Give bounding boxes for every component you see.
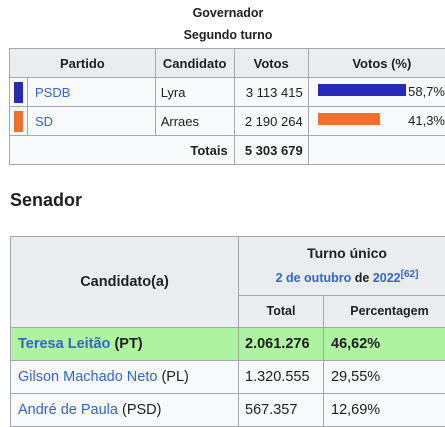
- governor-row: PSDB Lyra 3 113 415 58,7%: [9, 77, 445, 107]
- senate-row: André de Paula (PSD) 567.357 12,69%: [10, 393, 445, 427]
- vote-share-column-header: Votos (%): [307, 48, 445, 78]
- reference-link[interactable]: [62]: [400, 269, 419, 281]
- candidate-name-cell: André de Paula (PSD): [10, 393, 239, 427]
- party-link[interactable]: SD: [35, 113, 54, 129]
- party-color-cell: [9, 106, 28, 136]
- candidate-party: (PT): [110, 336, 143, 352]
- party-color-swatch: [14, 110, 23, 132]
- round-date: 2 de outubro de 2022[62]: [239, 264, 445, 289]
- senate-results-table: Candidato(a) Turno único 2 de outubro de…: [10, 236, 445, 427]
- vote-share-bar: [317, 113, 380, 125]
- percentage-cell: 46,62%: [323, 327, 445, 361]
- party-color-cell: [9, 77, 28, 107]
- candidate-link[interactable]: Gilson Machado Neto: [18, 369, 158, 385]
- vote-share-cell: 41,3%: [307, 106, 445, 136]
- senate-section-heading: Senador: [10, 190, 83, 210]
- senate-row: Gilson Machado Neto (PL) 1.320.555 29,55…: [10, 360, 445, 394]
- date-connector: de: [351, 271, 373, 286]
- senate-row-winner: Teresa Leitão (PT) 2.061.276 46,62%: [10, 327, 445, 361]
- date-link[interactable]: 2 de outubro: [275, 271, 352, 286]
- candidate-link[interactable]: André de Paula: [18, 402, 118, 418]
- vote-share-cell: 58,7%: [307, 77, 445, 107]
- totals-value: 5 303 679: [233, 135, 309, 165]
- round-title: Turno único: [307, 245, 387, 262]
- total-votes-cell: 1.320.555: [238, 360, 324, 394]
- party-color-swatch: [14, 81, 23, 103]
- senate-subheader-row: Total Percentagem: [11, 294, 445, 329]
- candidate-cell: Arraes: [154, 106, 235, 136]
- total-votes-cell: 567.357: [238, 393, 324, 427]
- governor-results-table: Partido Candidato Votos Votos (%) PSDB L…: [9, 48, 445, 165]
- totals-label: Totais: [9, 135, 235, 165]
- party-cell[interactable]: PSDB: [27, 77, 156, 107]
- percentage-column-header: Percentagem: [323, 294, 445, 329]
- governor-table-title: Governador: [192, 6, 264, 20]
- candidate-name-cell: Gilson Machado Neto (PL): [10, 360, 239, 394]
- governor-row: SD Arraes 2 190 264 41,3%: [9, 106, 445, 136]
- governor-header-row: Partido Candidato Votos Votos (%): [9, 48, 445, 78]
- votes-cell: 2 190 264: [233, 106, 309, 136]
- year-link[interactable]: 2022: [372, 271, 401, 286]
- party-cell[interactable]: SD: [27, 106, 156, 136]
- candidate-party: (PSD): [117, 402, 162, 418]
- governor-round-subtitle: Segundo turno: [183, 28, 273, 42]
- senate-header-row: Candidato(a) Turno único 2 de outubro de…: [10, 236, 445, 328]
- votes-column-header: Votos: [233, 48, 309, 78]
- party-column-header: Partido: [9, 48, 156, 78]
- candidate-name-cell: Teresa Leitão (PT): [10, 327, 239, 361]
- percentage-cell: 12,69%: [323, 393, 445, 427]
- governor-totals-row: Totais 5 303 679: [9, 135, 445, 165]
- votes-cell: 3 113 415: [233, 77, 309, 107]
- candidate-link[interactable]: Teresa Leitão: [18, 336, 111, 352]
- candidate-column-header: Candidato: [154, 48, 235, 78]
- vote-share-percent: 41,3%: [408, 113, 445, 128]
- totals-empty-cell: [307, 135, 445, 165]
- total-votes-cell: 2.061.276: [238, 327, 324, 361]
- candidate-cell: Lyra: [154, 77, 235, 107]
- round-column-header: Turno único 2 de outubro de 2022[62]: [238, 236, 445, 296]
- vote-share-bar: [317, 84, 406, 96]
- vote-share-percent: 58,7%: [408, 84, 445, 99]
- total-column-header: Total: [238, 294, 324, 329]
- candidate-party: (PL): [157, 369, 189, 385]
- candidate-column-header: Candidato(a): [10, 236, 239, 328]
- percentage-cell: 29,55%: [323, 360, 445, 394]
- party-link[interactable]: PSDB: [35, 84, 71, 100]
